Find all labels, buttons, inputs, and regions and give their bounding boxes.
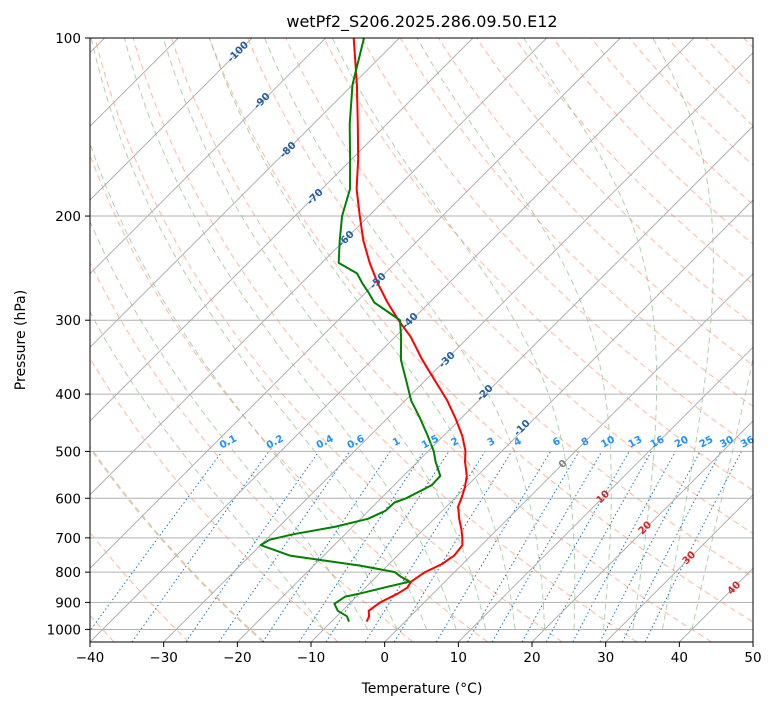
y-tick-label: 300	[55, 313, 81, 329]
x-tick-label: 30	[597, 650, 614, 666]
isotherm-line	[90, 38, 400, 349]
plot-frame	[89, 37, 754, 643]
dry-adiabat-line	[399, 38, 753, 408]
isotherm-line	[90, 38, 327, 275]
isotherm-line	[90, 38, 621, 570]
isotherm-line	[310, 199, 753, 642]
mixing-ratio-line	[218, 451, 351, 642]
isotherm-line	[752, 641, 753, 642]
mixing-ratio-line	[185, 451, 320, 642]
dry-adiabats	[90, 38, 753, 642]
plot-area-background	[90, 38, 753, 642]
y-tick-label: 800	[55, 565, 81, 581]
mixing-ratio-line	[644, 451, 742, 642]
isotherm-line	[90, 38, 548, 496]
mixing-ratio-line	[545, 451, 652, 642]
dry-adiabat-line	[285, 38, 753, 535]
isotherm-line	[605, 493, 753, 642]
isotherms	[90, 38, 753, 642]
moist-adiabat-line	[90, 141, 398, 630]
y-tick-label: 100	[55, 31, 81, 47]
moist-adiabat-line	[90, 311, 324, 630]
moist-adiabat-line	[331, 38, 576, 630]
dry-adiabat-line	[628, 38, 753, 166]
dry-adiabat-line	[323, 38, 753, 492]
moist-adiabats	[90, 38, 753, 630]
isotherm-line	[163, 51, 753, 642]
temperature-line	[352, 38, 468, 623]
mixing-ratio-label: 6	[551, 436, 562, 449]
mixing-ratio-label: 2	[450, 436, 461, 449]
mixing-ratio-label: 8	[580, 436, 591, 449]
dry-adiabat-line	[170, 38, 712, 642]
y-tick-label: 200	[55, 209, 81, 225]
dry-adiabat-line	[209, 38, 753, 623]
moist-adiabat-line	[523, 38, 658, 630]
mixing-ratio-line	[325, 451, 450, 642]
mixing-ratio-line	[262, 451, 391, 642]
isotherm-line	[236, 125, 753, 642]
x-axis-label: Temperature (°C)	[361, 681, 483, 697]
dry-adiabat-line	[90, 153, 488, 642]
dry-adiabat-line	[94, 38, 563, 642]
x-tick-label: −30	[149, 650, 178, 666]
x-tick-label: 40	[671, 650, 688, 666]
x-tick-label: −20	[223, 650, 252, 666]
plot-area	[90, 38, 753, 642]
dewpoint-line	[259, 38, 442, 622]
isotherm-line	[90, 38, 695, 642]
y-tick-label: 400	[55, 387, 81, 403]
moist-adiabat-line	[124, 38, 457, 630]
chart-title: wetPf2_S206.2025.286.09.50.E12	[286, 12, 557, 32]
dry-adiabat-line	[132, 38, 638, 642]
y-tick-label: 600	[55, 491, 81, 507]
x-tick-label: −10	[297, 650, 326, 666]
moist-adiabat-line	[691, 356, 753, 630]
moist-adiabat-line	[416, 38, 612, 630]
y-tick-label: 900	[55, 595, 81, 611]
moist-adiabat-line	[652, 38, 714, 630]
axes: −40 −30 −20 −10 0 10 20 30 40 50 100 200 300 400 500 60…	[47, 31, 762, 666]
x-tick-label: 20	[523, 650, 540, 666]
isotherm-line	[384, 272, 753, 642]
y-tick-label: 500	[55, 444, 81, 460]
mixing-ratio-label: 1	[391, 436, 402, 449]
dry-adiabat-line	[437, 38, 753, 366]
x-tick-label: −40	[76, 650, 105, 666]
x-tick-label: 50	[744, 650, 761, 666]
x-tick-label: 0	[380, 650, 389, 666]
dry-adiabat-line	[361, 38, 753, 449]
dry-adiabat-line	[552, 38, 753, 245]
profile-series	[259, 38, 468, 623]
pressure-gridlines	[90, 38, 753, 630]
x-tick-label: 10	[450, 650, 467, 666]
mixing-ratio-line	[572, 451, 676, 642]
moist-adiabat-line	[208, 38, 516, 630]
dry-adiabat-line	[90, 261, 414, 642]
moist-adiabat-line	[90, 220, 369, 630]
dry-adiabat-line	[90, 445, 265, 642]
isotherm-line	[90, 38, 253, 201]
y-tick-label: 1000	[47, 622, 81, 638]
y-axis-label: Pressure (hPa)	[13, 290, 29, 390]
mixing-ratio-label: 4	[512, 436, 523, 449]
isotherm-line	[90, 38, 474, 422]
isotherm-line	[531, 420, 753, 642]
dry-adiabat-line	[247, 38, 753, 578]
moist-adiabat-line	[264, 38, 545, 630]
moist-adiabat-line	[162, 38, 487, 630]
mixing-ratio-line	[521, 451, 630, 642]
mixing-ratio-line	[393, 451, 513, 642]
mixing-ratio-line	[90, 451, 223, 632]
isotherm-line	[457, 346, 753, 642]
mixing-ratio-label: 3	[486, 436, 497, 449]
y-tick-label: 700	[55, 531, 81, 547]
